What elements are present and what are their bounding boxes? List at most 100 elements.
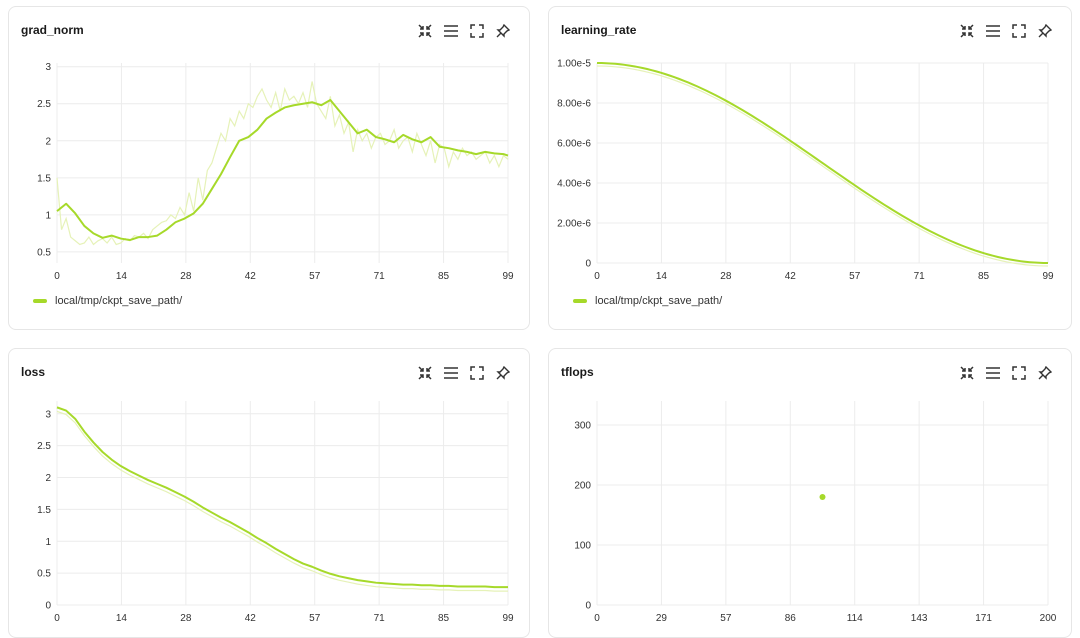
x-tick-label: 200: [1040, 613, 1057, 624]
fullscreen-icon[interactable]: [1009, 363, 1029, 383]
y-tick-label: 0: [45, 601, 51, 612]
grad-norm-chart: 0 14 28 42 57 71 85 99 0.5 1 1.5 2 2.5 3: [37, 62, 514, 282]
fit-to-chart-icon[interactable]: [415, 363, 435, 383]
fullscreen-icon[interactable]: [467, 363, 487, 383]
y-tick-label: 8.00e-6: [557, 99, 591, 110]
y-tick-label: 3: [45, 409, 51, 420]
y-tick-label: 3: [45, 62, 51, 73]
x-tick-label: 86: [785, 613, 797, 624]
chart-panel-learning-rate: learning_rate 0 14 28 42 57 71 85 99 0 2.00e-6 4.0…: [548, 6, 1072, 330]
x-tick-label: 28: [180, 271, 192, 282]
y-tick-label: 0: [585, 601, 591, 612]
chart-title: tflops: [561, 365, 594, 379]
x-tick-label: 57: [849, 271, 861, 282]
x-tick-label: 143: [911, 613, 928, 624]
chart-toolbar: [957, 21, 1055, 41]
x-tick-label: 29: [656, 613, 668, 624]
chart-title: loss: [21, 365, 46, 379]
y-tick-label: 100: [574, 541, 591, 552]
legend-label[interactable]: local/tmp/ckpt_save_path/: [55, 295, 183, 307]
y-tick-label: 1: [45, 537, 51, 548]
x-tick-label: 99: [502, 271, 514, 282]
pin-icon[interactable]: [1035, 363, 1055, 383]
x-tick-label: 14: [116, 613, 128, 624]
y-tick-label: 2: [45, 473, 51, 484]
chart-toolbar: [415, 363, 513, 383]
y-tick-label: 0.5: [37, 247, 51, 258]
x-tick-label: 57: [720, 613, 732, 624]
x-tick-label: 85: [978, 271, 990, 282]
series-line: [596, 62, 1049, 264]
x-tick-label: 85: [438, 271, 450, 282]
x-tick-label: 57: [309, 271, 321, 282]
x-tick-label: 99: [502, 613, 514, 624]
raw-series-line: [56, 410, 508, 592]
loss-chart: 0 14 28 42 57 71 85 99 0 0.5 1 1.5 2 2.5 3: [37, 401, 514, 624]
x-tick-label: 71: [374, 271, 386, 282]
fit-to-chart-icon[interactable]: [957, 363, 977, 383]
pin-icon[interactable]: [493, 21, 513, 41]
legend-swatch: [33, 299, 47, 303]
x-tick-label: 0: [594, 271, 600, 282]
legend-label[interactable]: local/tmp/ckpt_save_path/: [595, 295, 723, 307]
x-tick-label: 28: [180, 613, 192, 624]
fullscreen-icon[interactable]: [1009, 21, 1029, 41]
y-tick-label: 2: [45, 136, 51, 147]
x-tick-label: 14: [656, 271, 668, 282]
chart-toolbar: [415, 21, 513, 41]
fit-to-chart-icon[interactable]: [415, 21, 435, 41]
x-tick-label: 0: [54, 613, 60, 624]
raw-series-line: [596, 65, 1049, 267]
chart-panel-loss: loss 0 14 28 42 57 71 85 99 0 0.5 1 1.5 2 2.5 3: [8, 348, 530, 638]
tflops-chart: 0 29 57 86 114 143 171 200 0 100 200 300: [574, 401, 1057, 624]
chart-legend: local/tmp/ckpt_save_path/: [573, 295, 722, 307]
x-tick-label: 28: [720, 271, 732, 282]
fit-to-chart-icon[interactable]: [957, 21, 977, 41]
x-tick-label: 71: [374, 613, 386, 624]
y-tick-label: 4.00e-6: [557, 179, 591, 190]
pin-icon[interactable]: [1035, 21, 1055, 41]
x-tick-label: 171: [975, 613, 992, 624]
y-tick-label: 1.5: [37, 173, 51, 184]
x-tick-label: 114: [847, 613, 863, 624]
y-tick-label: 1.5: [37, 505, 51, 516]
learning-rate-chart: 0 14 28 42 57 71 85 99 0 2.00e-6 4.00e-6 6.00e-6 8.0…: [557, 59, 1054, 283]
x-tick-label: 85: [438, 613, 450, 624]
chart-panel-grad-norm: grad_norm 0 14 28 42 57 71 85 99 0.5 1 1.5 2 2.5 3 lo…: [8, 6, 530, 330]
legend-swatch: [573, 299, 587, 303]
y-tick-label: 2.5: [37, 99, 51, 110]
x-tick-label: 99: [1042, 271, 1054, 282]
y-tick-label: 1.00e-5: [557, 59, 591, 70]
data-point: [819, 494, 826, 500]
y-tick-label: 0: [585, 259, 591, 270]
y-tick-label: 300: [574, 421, 591, 432]
x-tick-label: 42: [245, 271, 257, 282]
y-tick-label: 2.5: [37, 441, 51, 452]
x-tick-label: 42: [785, 271, 797, 282]
x-tick-label: 0: [594, 613, 600, 624]
chart-title: grad_norm: [21, 23, 84, 37]
menu-icon[interactable]: [983, 363, 1003, 383]
y-tick-label: 2.00e-6: [557, 219, 591, 230]
pin-icon[interactable]: [493, 363, 513, 383]
chart-toolbar: [957, 363, 1055, 383]
series-line: [56, 406, 508, 589]
y-tick-label: 0.5: [37, 569, 51, 580]
menu-icon[interactable]: [983, 21, 1003, 41]
chart-panel-tflops: tflops 0 29 57 86 114 143 171 200 0 100 200 300: [548, 348, 1072, 638]
y-tick-label: 200: [574, 481, 591, 492]
menu-icon[interactable]: [441, 363, 461, 383]
x-tick-label: 14: [116, 271, 128, 282]
x-tick-label: 71: [914, 271, 926, 282]
chart-legend: local/tmp/ckpt_save_path/: [33, 295, 182, 307]
raw-series-line: [56, 81, 509, 246]
menu-icon[interactable]: [441, 21, 461, 41]
x-tick-label: 42: [245, 613, 257, 624]
chart-title: learning_rate: [561, 23, 637, 37]
fullscreen-icon[interactable]: [467, 21, 487, 41]
y-tick-label: 1: [45, 210, 51, 221]
x-tick-label: 57: [309, 613, 321, 624]
y-tick-label: 6.00e-6: [557, 139, 591, 150]
x-tick-label: 0: [54, 271, 60, 282]
series-line: [56, 99, 509, 242]
